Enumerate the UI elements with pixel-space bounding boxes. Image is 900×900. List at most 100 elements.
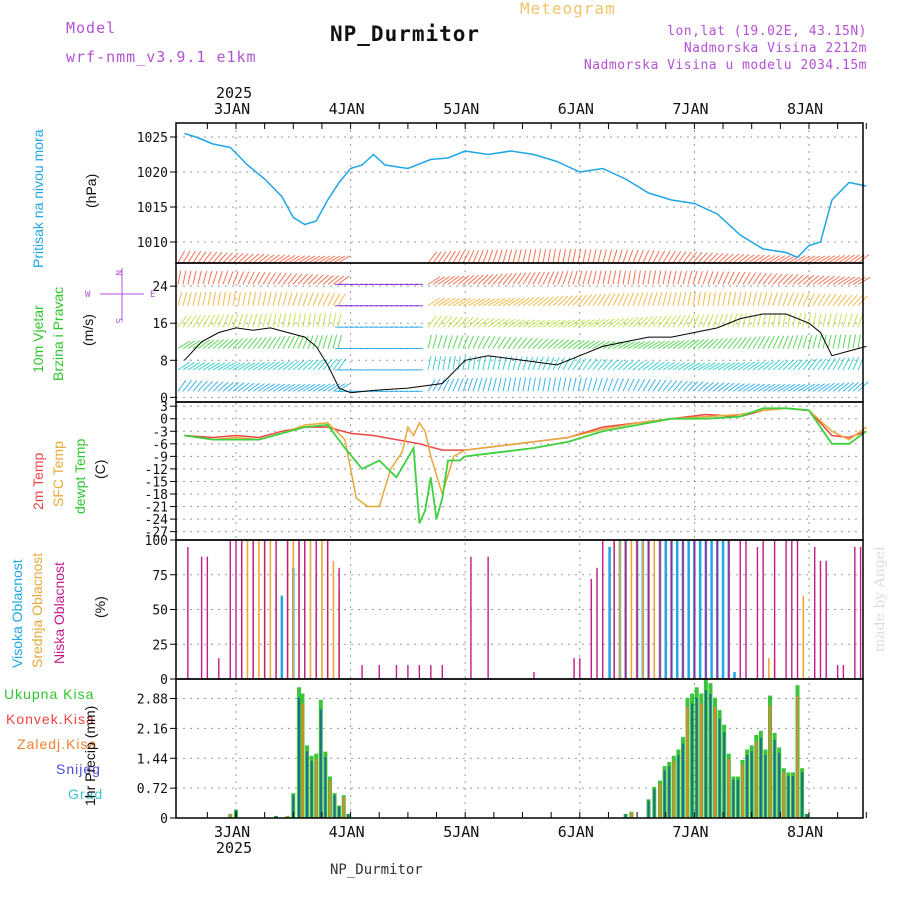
- wind-barb: [597, 293, 606, 307]
- wind-barb: [592, 249, 597, 264]
- wind-barb: [457, 335, 464, 349]
- cloud-bar: [241, 540, 243, 679]
- cloud-bar: [315, 540, 317, 679]
- wind-barb: [682, 291, 687, 306]
- wind-barb: [652, 250, 660, 264]
- wind-barb: [562, 377, 567, 392]
- wind-barb: [437, 276, 450, 285]
- wind-barb: [507, 272, 517, 285]
- wind-barb: [317, 383, 331, 392]
- wind-barb: [542, 377, 546, 392]
- wind-barb: [297, 292, 304, 306]
- wind-barb: [847, 313, 853, 328]
- wind-barb: [522, 337, 533, 349]
- model-label: Model: [66, 19, 117, 37]
- wind-barb: [732, 291, 737, 306]
- wind-barb: [637, 360, 650, 371]
- wind-barb: [682, 251, 692, 264]
- wind-barb: [527, 296, 540, 307]
- wind-barb: [327, 255, 341, 264]
- wind-barb: [457, 378, 464, 392]
- wind-barb: [277, 336, 286, 349]
- wind-barb: [687, 314, 696, 328]
- compass-n: N: [113, 270, 123, 275]
- wind-barb: [507, 377, 512, 392]
- wind-barb: [757, 361, 770, 371]
- wind-barb: [432, 251, 442, 264]
- wind-barb: [257, 271, 266, 285]
- wind-barb: [722, 382, 735, 392]
- wind-barb: [282, 360, 295, 371]
- wind-barb: [537, 271, 545, 285]
- precip-bar-inner: [342, 797, 345, 818]
- precip-bar-inner: [286, 816, 289, 818]
- series-line: [184, 407, 867, 524]
- wind-barb: [467, 298, 481, 307]
- wind-barb: [857, 334, 861, 349]
- wind-barb: [737, 291, 742, 306]
- wind-barb: [687, 381, 699, 392]
- precip-bar-inner: [736, 779, 739, 818]
- wind-barb: [567, 377, 572, 392]
- wind-barb: [272, 313, 277, 328]
- precip-bar-inner: [653, 789, 656, 818]
- y-tick-label: 24: [152, 280, 168, 295]
- wind-barb: [217, 381, 229, 392]
- wind-barb: [857, 276, 871, 285]
- wind-compass: N W E S: [85, 268, 155, 323]
- wind-barb: [807, 383, 821, 392]
- wind-barb: [202, 362, 216, 371]
- wind-barb: [602, 249, 607, 264]
- wind-barb: [802, 335, 808, 349]
- wind-barb: [722, 362, 736, 371]
- wind-barb: [537, 356, 544, 371]
- cloud-bar: [246, 540, 249, 679]
- wind-barb: [247, 271, 255, 285]
- snow-label: Snijeg: [56, 761, 101, 777]
- wind-barb: [292, 255, 306, 264]
- wind-barb: [337, 313, 342, 328]
- precip-bar-inner: [750, 751, 753, 818]
- wind-barb: [237, 382, 250, 392]
- wind-barb: [227, 362, 241, 371]
- wind-barb: [587, 377, 593, 392]
- wind-barb: [712, 271, 719, 285]
- wind-barb: [662, 361, 676, 371]
- wind-barb: [847, 294, 858, 307]
- cloud-bar: [716, 540, 719, 679]
- wind-barb: [572, 340, 585, 349]
- wind-barb: [627, 360, 640, 371]
- wind-barb: [672, 292, 677, 306]
- wind-barb: [442, 316, 453, 328]
- wind-barb: [712, 313, 719, 328]
- wind-barb: [557, 271, 564, 285]
- wind-barb: [547, 338, 559, 349]
- wind-barb: [727, 382, 740, 392]
- precip-bar-inner: [324, 756, 327, 818]
- wind-barb: [617, 341, 631, 349]
- wind-barb: [517, 337, 528, 349]
- wind-barb: [607, 318, 620, 328]
- precip-bar-inner: [718, 718, 721, 818]
- precip-bar-inner: [791, 776, 794, 818]
- wind-barb: [617, 270, 622, 285]
- wind-barb: [262, 383, 276, 392]
- wind-barb: [222, 381, 234, 392]
- wind-barb: [637, 341, 651, 349]
- wind-barb: [787, 383, 801, 392]
- wind-barb: [442, 298, 456, 307]
- wind-barb: [597, 377, 603, 392]
- wind-barb: [612, 249, 618, 264]
- wind-barb: [667, 292, 672, 306]
- wind-barb: [697, 362, 711, 371]
- wind-barb: [257, 291, 262, 306]
- wind-barb: [437, 356, 442, 371]
- wind-barb: [577, 319, 591, 328]
- cloud-bar: [378, 665, 380, 679]
- wind-barb: [797, 313, 801, 328]
- precip-bar-inner: [691, 703, 694, 818]
- wind-barb: [427, 251, 438, 264]
- cloud-bar: [636, 540, 638, 679]
- bottom-day-label: 7JAN: [672, 823, 709, 841]
- wind-barb: [717, 253, 729, 264]
